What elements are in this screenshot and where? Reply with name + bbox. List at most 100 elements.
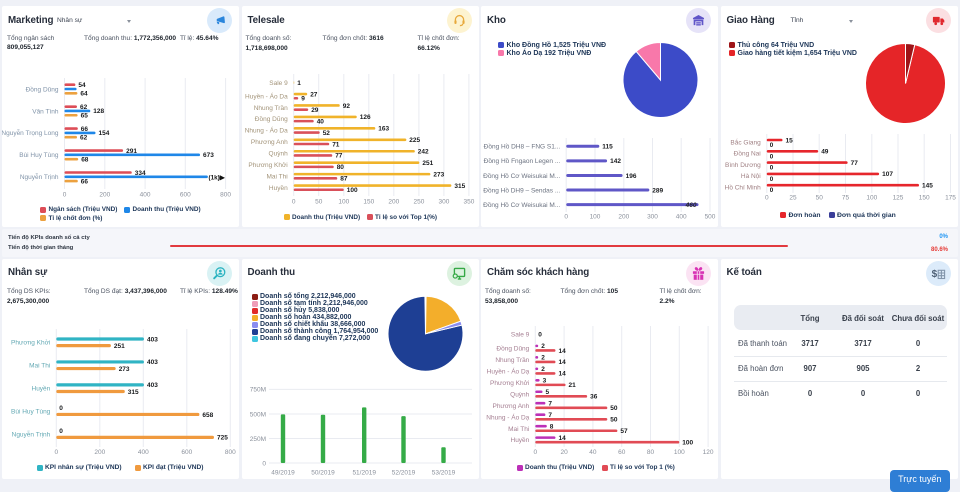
svg-text:15: 15 — [785, 137, 793, 144]
svg-text:21: 21 — [569, 382, 577, 389]
svg-text:66: 66 — [81, 126, 89, 133]
svg-text:291: 291 — [126, 148, 137, 155]
svg-text:Quỳnh: Quỳnh — [268, 151, 288, 158]
svg-text:14: 14 — [559, 371, 567, 378]
svg-text:80: 80 — [336, 164, 344, 171]
svg-text:52/2019: 52/2019 — [391, 470, 415, 477]
svg-text:350: 350 — [463, 199, 474, 206]
svg-text:Đồng Nai: Đồng Nai — [733, 149, 760, 158]
svg-text:Đồng Dũng: Đồng Dũng — [26, 84, 59, 93]
svg-text:200: 200 — [99, 192, 110, 199]
svg-text:250M: 250M — [249, 436, 265, 443]
svg-text:14: 14 — [559, 359, 567, 366]
svg-text:Phương Anh: Phương Anh — [492, 403, 529, 410]
svg-text:800: 800 — [225, 449, 236, 456]
svg-text:14: 14 — [559, 435, 567, 442]
svg-text:Đồng Hồ DH9 – Sendas ...: Đồng Hồ DH9 – Sendas ... — [483, 185, 560, 194]
svg-text:315: 315 — [128, 389, 139, 396]
svg-text:0: 0 — [59, 405, 63, 412]
svg-text:Nguyễn Trịnh: Nguyễn Trịnh — [20, 172, 59, 181]
svg-text:77: 77 — [850, 160, 858, 167]
svg-text:Phương Khởi: Phương Khởi — [11, 339, 50, 347]
svg-text:5: 5 — [546, 389, 550, 396]
svg-text:200: 200 — [388, 199, 399, 206]
svg-text:3: 3 — [543, 378, 547, 385]
svg-text:92: 92 — [342, 103, 350, 110]
svg-text:Nguyễn Trọng Long: Nguyễn Trọng Long — [2, 128, 59, 137]
svg-text:2: 2 — [541, 366, 545, 373]
svg-text:145: 145 — [922, 183, 933, 190]
svg-text:100: 100 — [338, 199, 349, 206]
svg-text:Quỳnh: Quỳnh — [510, 391, 530, 398]
svg-text:315: 315 — [454, 183, 465, 190]
svg-text:Nhung Trần: Nhung Trần — [495, 355, 529, 364]
svg-text:Đồng Hồ DH8 – FNG S1...: Đồng Hồ DH8 – FNG S1... — [484, 142, 561, 151]
svg-text:9: 9 — [301, 96, 305, 103]
svg-text:51/2019: 51/2019 — [352, 470, 376, 477]
svg-text:1: 1 — [297, 80, 301, 87]
svg-text:128: 128 — [93, 108, 104, 115]
svg-text:Bùi Huy Tùng: Bùi Huy Tùng — [11, 408, 51, 415]
svg-text:64: 64 — [80, 91, 88, 98]
svg-text:0: 0 — [769, 165, 773, 172]
svg-text:Phương Khởi: Phương Khởi — [490, 379, 529, 387]
svg-text:0: 0 — [769, 142, 773, 149]
svg-text:154: 154 — [99, 130, 110, 137]
svg-text:Mai Thi: Mai Thi — [266, 173, 287, 180]
svg-text:$: $ — [931, 268, 937, 279]
svg-text:163: 163 — [378, 126, 389, 133]
svg-text:0: 0 — [291, 199, 295, 206]
svg-text:107: 107 — [882, 171, 893, 178]
svg-text:175: 175 — [945, 195, 956, 202]
svg-text:Đồng Hồ Cơ Weisukai M...: Đồng Hồ Cơ Weisukai M... — [483, 200, 560, 209]
svg-text:8: 8 — [550, 424, 554, 431]
svg-text:7: 7 — [548, 401, 552, 408]
svg-text:53/2019: 53/2019 — [431, 470, 455, 477]
svg-text:Hà Nội: Hà Nội — [740, 173, 760, 180]
svg-text:725: 725 — [217, 435, 228, 442]
svg-text:52: 52 — [322, 130, 330, 137]
svg-text:334: 334 — [135, 170, 146, 177]
svg-text:Văn Tình: Văn Tình — [32, 108, 59, 115]
svg-text:62: 62 — [80, 104, 88, 111]
svg-text:62: 62 — [80, 135, 88, 142]
svg-text:0: 0 — [538, 332, 542, 339]
svg-text:20: 20 — [560, 449, 568, 456]
svg-text:242: 242 — [417, 149, 428, 156]
svg-text:77: 77 — [335, 153, 343, 160]
svg-text:100: 100 — [590, 214, 601, 221]
svg-text:50: 50 — [315, 199, 323, 206]
svg-text:Nhung - Áo Dạ: Nhung - Áo Dạ — [486, 412, 529, 421]
svg-text:403: 403 — [147, 382, 158, 389]
svg-text:225: 225 — [409, 137, 420, 144]
svg-text:40: 40 — [316, 118, 324, 125]
svg-text:460: 460 — [685, 202, 697, 209]
svg-text:0: 0 — [764, 195, 768, 202]
svg-text:50: 50 — [610, 405, 618, 412]
svg-text:50: 50 — [815, 195, 823, 202]
svg-text:Nhung Trần: Nhung Trần — [253, 103, 287, 112]
svg-text:Nguyễn Trịnh: Nguyễn Trịnh — [12, 429, 51, 438]
svg-text:Bùi Huy Tùng: Bùi Huy Tùng — [19, 152, 59, 159]
svg-text:150: 150 — [918, 195, 929, 202]
svg-text:Mai Thi: Mai Thi — [29, 363, 50, 370]
svg-text:400: 400 — [676, 214, 687, 221]
svg-text:100: 100 — [346, 187, 357, 194]
svg-text:800: 800 — [220, 192, 231, 199]
svg-text:Đồng Dũng: Đồng Dũng — [254, 114, 287, 123]
svg-text:87: 87 — [340, 176, 348, 183]
svg-text:200: 200 — [618, 214, 629, 221]
svg-text:750M: 750M — [249, 387, 265, 394]
svg-text:403: 403 — [147, 359, 158, 366]
svg-text:75: 75 — [841, 195, 849, 202]
svg-text:0: 0 — [533, 449, 537, 456]
svg-text:142: 142 — [610, 158, 621, 165]
svg-text:251: 251 — [422, 160, 433, 167]
svg-text:80: 80 — [647, 449, 655, 456]
svg-text:Đồng Dũng: Đồng Dũng — [496, 343, 529, 352]
svg-text:0: 0 — [262, 460, 266, 467]
svg-text:Huyền: Huyền — [511, 435, 530, 444]
svg-text:115: 115 — [602, 144, 613, 151]
svg-text:Huyền: Huyền — [32, 384, 51, 393]
svg-text:49: 49 — [821, 149, 829, 156]
